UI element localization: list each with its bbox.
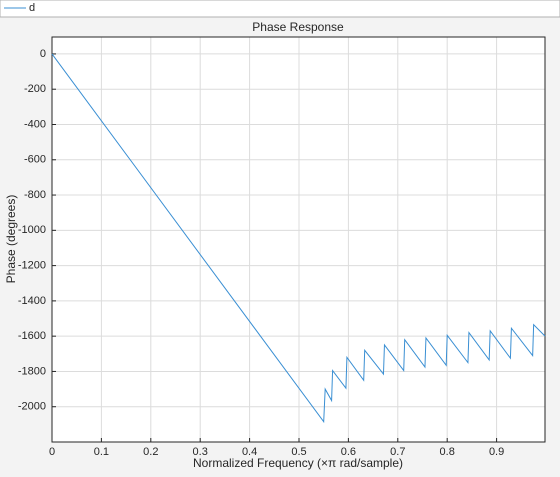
x-tick-label: 0.4 <box>242 446 257 458</box>
y-tick-label: 0 <box>40 48 46 60</box>
x-axis-label: Normalized Frequency (×π rad/sample) <box>193 456 403 470</box>
y-tick-label: -2000 <box>18 401 46 413</box>
y-tick-label: -800 <box>24 189 46 201</box>
data-line <box>51 53 546 424</box>
y-tick-label: -1800 <box>18 365 46 377</box>
y-tick-label: -1600 <box>18 330 46 342</box>
x-tick-label: 0.3 <box>193 446 208 458</box>
legend-label: d <box>29 2 35 14</box>
y-tick-label: -400 <box>24 118 46 130</box>
y-tick-label: -1200 <box>18 260 46 272</box>
x-tick-label: 0.7 <box>390 446 405 458</box>
x-tick-label: 0.2 <box>143 446 158 458</box>
x-tick-label: 0.1 <box>94 446 109 458</box>
y-tick-label: -1000 <box>18 224 46 236</box>
y-tick-label: -200 <box>24 83 46 95</box>
x-tick-label: 0.6 <box>341 446 356 458</box>
chart-title: Phase Response <box>252 20 344 34</box>
y-tick-label: -1400 <box>18 295 46 307</box>
axes-box <box>51 36 546 443</box>
x-tick-label: 0.8 <box>440 446 455 458</box>
y-tick-label: -600 <box>24 154 46 166</box>
x-tick-label: 0.9 <box>489 446 504 458</box>
y-axis-label: Phase (degrees) <box>4 195 18 284</box>
x-tick-label: 0 <box>49 446 55 458</box>
legend-bar <box>0 0 560 18</box>
x-tick-label: 0.5 <box>291 446 306 458</box>
